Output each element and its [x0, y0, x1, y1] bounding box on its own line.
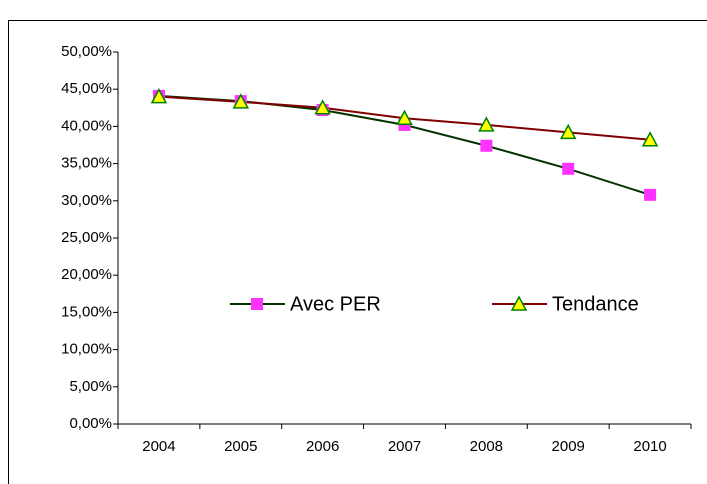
marker	[478, 116, 495, 132]
legend-marker	[510, 295, 528, 311]
y-tick-label: 25,00%	[61, 229, 112, 246]
y-tick-label: 30,00%	[61, 192, 112, 209]
marker	[562, 162, 575, 175]
x-tick-label: 2010	[633, 438, 666, 455]
y-tick-label: 5,00%	[69, 378, 112, 395]
x-tick-label: 2004	[142, 438, 175, 455]
x-tick-label: 2005	[224, 438, 257, 455]
marker	[150, 88, 168, 104]
x-tick-label: 2007	[388, 438, 421, 455]
marker	[314, 99, 331, 115]
y-tick-label: 40,00%	[61, 117, 112, 134]
y-tick-label: 45,00%	[61, 80, 112, 97]
legend-label: Avec PER	[290, 293, 381, 315]
y-tick-label: 0,00%	[69, 415, 112, 432]
legend-label: Tendance	[552, 293, 639, 315]
y-tick-label: 35,00%	[61, 155, 112, 172]
x-tick-label: 2009	[552, 438, 585, 455]
chart-frame	[8, 20, 707, 484]
marker	[480, 139, 493, 152]
legend-marker	[251, 298, 263, 310]
marker	[559, 123, 577, 140]
marker	[644, 188, 657, 201]
marker	[641, 131, 659, 147]
marker	[232, 93, 250, 109]
y-tick-label: 50,00%	[61, 43, 112, 60]
x-tick-label: 2006	[306, 438, 339, 455]
marker	[396, 109, 413, 125]
y-tick-label: 20,00%	[61, 266, 112, 283]
x-tick-label: 2008	[470, 438, 503, 455]
y-tick-label: 10,00%	[61, 341, 112, 358]
y-tick-label: 15,00%	[61, 303, 112, 320]
